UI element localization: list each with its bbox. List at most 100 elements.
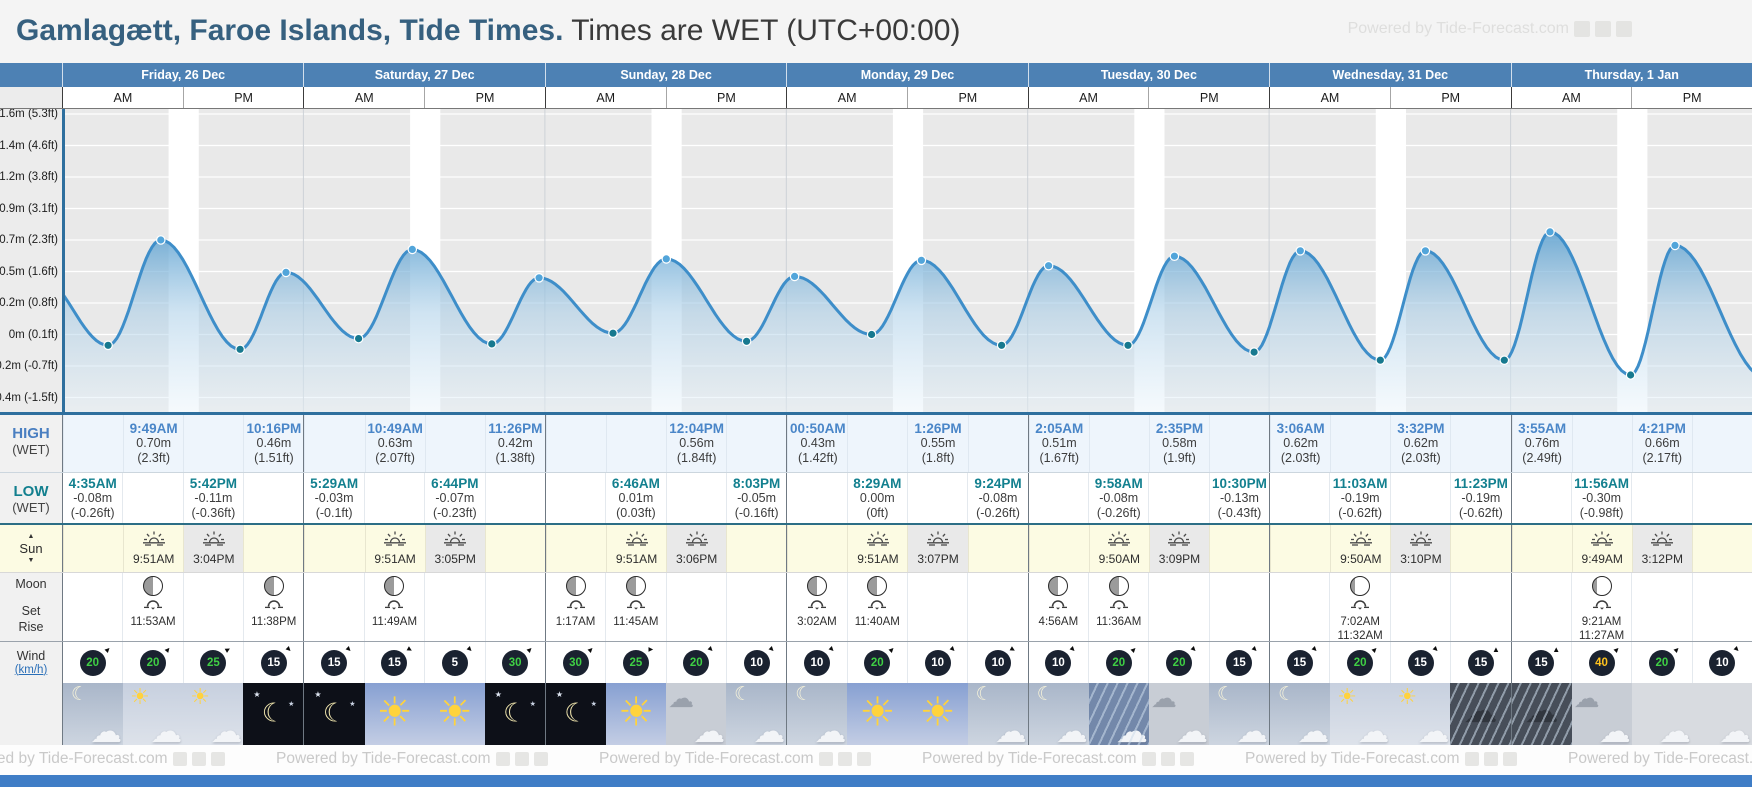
tide-time: 11:03AM	[1332, 475, 1388, 491]
watermark-icon	[856, 752, 871, 766]
tide-height-m: -0.05m	[737, 490, 777, 505]
wind-badge: 15 ▲	[321, 643, 355, 676]
watermark-text: Powered by Tide-Forecast.com	[1347, 20, 1569, 37]
wind-cell: 15 ▲	[1270, 642, 1329, 683]
tide-chart-row: 1.6m (5.3ft) 1.4m (4.6ft) 1.2m (3.8ft) 0.9m…	[0, 109, 1752, 412]
weather-tile-cloudy: ☁	[1631, 683, 1692, 745]
high-tide-entry: 3:32PM 0.62m (2.03ft)	[1391, 415, 1450, 472]
high-label: HIGH	[12, 425, 50, 442]
wind-speed: 10	[931, 656, 945, 669]
weather-cell: ☾ ☁	[63, 683, 124, 745]
high-tide-cell: 1:26PM 0.55m (1.8ft)	[907, 415, 968, 472]
wind-badge: 20 ▲	[1105, 643, 1140, 676]
moon-cell	[1631, 573, 1691, 641]
wind-badge-wrap: 25 ▲	[606, 642, 665, 683]
moon-icon: ☾	[503, 697, 527, 728]
moon-time: 11:53AM	[130, 616, 176, 628]
low-tide-entry: 10:30PM -0.13m (-0.43ft)	[1210, 473, 1269, 523]
wind-cell: 30 ▲	[546, 642, 605, 683]
moon-row: Moon Set Rise 11:53AM 11:38PM 11:49AM 1:17A…	[0, 572, 1752, 642]
wind-badge-wrap: 5 ▲	[425, 642, 484, 683]
tide-height-ft: (1.51ft)	[254, 451, 294, 465]
wind-cell: 20 ▲	[1148, 642, 1208, 683]
tide-extreme-point-high	[1670, 240, 1680, 251]
moon-phase-icon	[1591, 576, 1612, 596]
wind-badge-wrap: 15 ▲	[244, 642, 303, 683]
wind-speed: 20	[1353, 656, 1367, 669]
moon-phase-icon	[565, 576, 586, 596]
low-row-label: LOW (WET)	[0, 473, 62, 523]
tide-time: 6:46AM	[611, 475, 660, 491]
moon-phase-icon	[625, 576, 646, 596]
tide-time: 2:35PM	[1155, 421, 1204, 436]
weather-cell: ☁ ☁	[666, 683, 727, 745]
y-axis-tick-label: 0.5m (1.6ft)	[0, 265, 58, 278]
tide-height-ft: (-0.62ft)	[1338, 505, 1383, 520]
weather-cell: ☀ ☁	[1330, 683, 1391, 745]
wind-cell: 15 ▲	[304, 642, 363, 683]
tide-time: 5:42PM	[189, 475, 238, 491]
tide-height-m: 0.62m	[1283, 436, 1319, 450]
high-tide-cell: 10:49AM 0.63m (2.07ft)	[364, 415, 425, 472]
weather-tile-night-partly: ☾ ☁	[1209, 683, 1270, 745]
low-tide-cell	[1691, 473, 1752, 523]
wind-speed: 15	[1414, 656, 1427, 669]
day-header-label: Tuesday, 30 Dec	[1100, 68, 1197, 82]
high-tide-cell	[1088, 415, 1149, 472]
pm-label: PM	[1631, 87, 1752, 108]
tide-time: 8:29AM	[853, 475, 902, 491]
sunrise-cell: 9:50AM	[1330, 525, 1391, 572]
sun-icon: ☀	[919, 690, 956, 735]
high-tide-cell	[424, 415, 485, 472]
low-tide-entry: 11:23PM -0.19m (-0.62ft)	[1451, 473, 1510, 523]
wind-cell: 20 ▲	[1329, 642, 1389, 683]
star-icon: ★	[288, 701, 295, 708]
tide-extreme-point-low	[1625, 370, 1636, 380]
pm-label: PM	[182, 87, 304, 108]
low-tide-row: LOW (WET) 4:35AM -0.08m (-0.26ft) 5:42PM -0.…	[0, 472, 1752, 523]
wind-badge: 15 ▲	[1407, 643, 1442, 676]
wind-badge-wrap: 10 ▲	[968, 642, 1027, 683]
tide-extreme-point-high	[1043, 260, 1054, 271]
tide-time: 9:24PM	[974, 475, 1022, 491]
moon-cell: 11:45AM	[605, 573, 665, 641]
wind-cell: 15 ▲	[1450, 642, 1510, 683]
wind-badge: 15 ▲	[1226, 643, 1260, 676]
wind-cell: 20 ▲	[846, 642, 907, 683]
wind-direction-arrow-icon: ▲	[1731, 643, 1744, 655]
tide-extreme-point-high	[281, 267, 291, 278]
tide-height-ft: (1.9ft)	[1163, 451, 1196, 465]
wind-badge-wrap: 15 ▲	[1512, 642, 1571, 683]
wind-speed: 30	[508, 656, 522, 669]
low-tide-cell: 11:03AM -0.19m (-0.62ft)	[1329, 473, 1390, 523]
low-tide-cell	[243, 473, 304, 523]
tide-chart	[62, 109, 1752, 412]
wind-cell: 20 ▲	[1088, 642, 1148, 683]
watermark-icon	[1464, 752, 1479, 766]
wind-unit-link[interactable]: (km/h)	[14, 663, 48, 676]
moon-phase-icon	[806, 576, 827, 596]
high-tide-cell: 3:32PM 0.62m (2.03ft)	[1390, 415, 1451, 472]
moonset-rise-icon	[566, 597, 585, 615]
tide-extreme-point-low	[608, 328, 618, 338]
moon-cell: 11:40AM	[846, 573, 907, 641]
tide-time: 3:06AM	[1276, 421, 1325, 436]
weather-cell: ☀ ☁	[123, 683, 184, 745]
low-tide-day: 6:46AM 0.01m (0.03ft) 8:03PM -0.05m (-0.16ft)	[544, 473, 787, 523]
weather-cell: ☾ ☁	[787, 683, 848, 745]
sun-day: 9:51AM 3:07PM	[786, 525, 1028, 572]
wind-speed: 25	[206, 656, 220, 669]
sun-row-label: ▲ Sun ▼	[0, 525, 62, 572]
sunrise-entry: 9:50AM	[1331, 525, 1390, 572]
wind-direction-arrow-icon: ▲	[1369, 643, 1382, 655]
tide-height-m: -0.08m	[978, 490, 1018, 505]
weather-tile-cloudy: ☁	[1691, 683, 1752, 745]
day-header-cell: Monday, 29 Dec	[786, 63, 1027, 87]
moon-day: 11:53AM 11:38PM	[62, 573, 303, 641]
sunrise-icon	[866, 531, 890, 551]
moon-time: 11:45AM	[613, 616, 659, 628]
tide-height-ft: (2.17ft)	[1642, 451, 1683, 465]
day-header-cell: Tuesday, 30 Dec	[1027, 63, 1269, 87]
cloud-icon: ☁	[668, 683, 695, 713]
